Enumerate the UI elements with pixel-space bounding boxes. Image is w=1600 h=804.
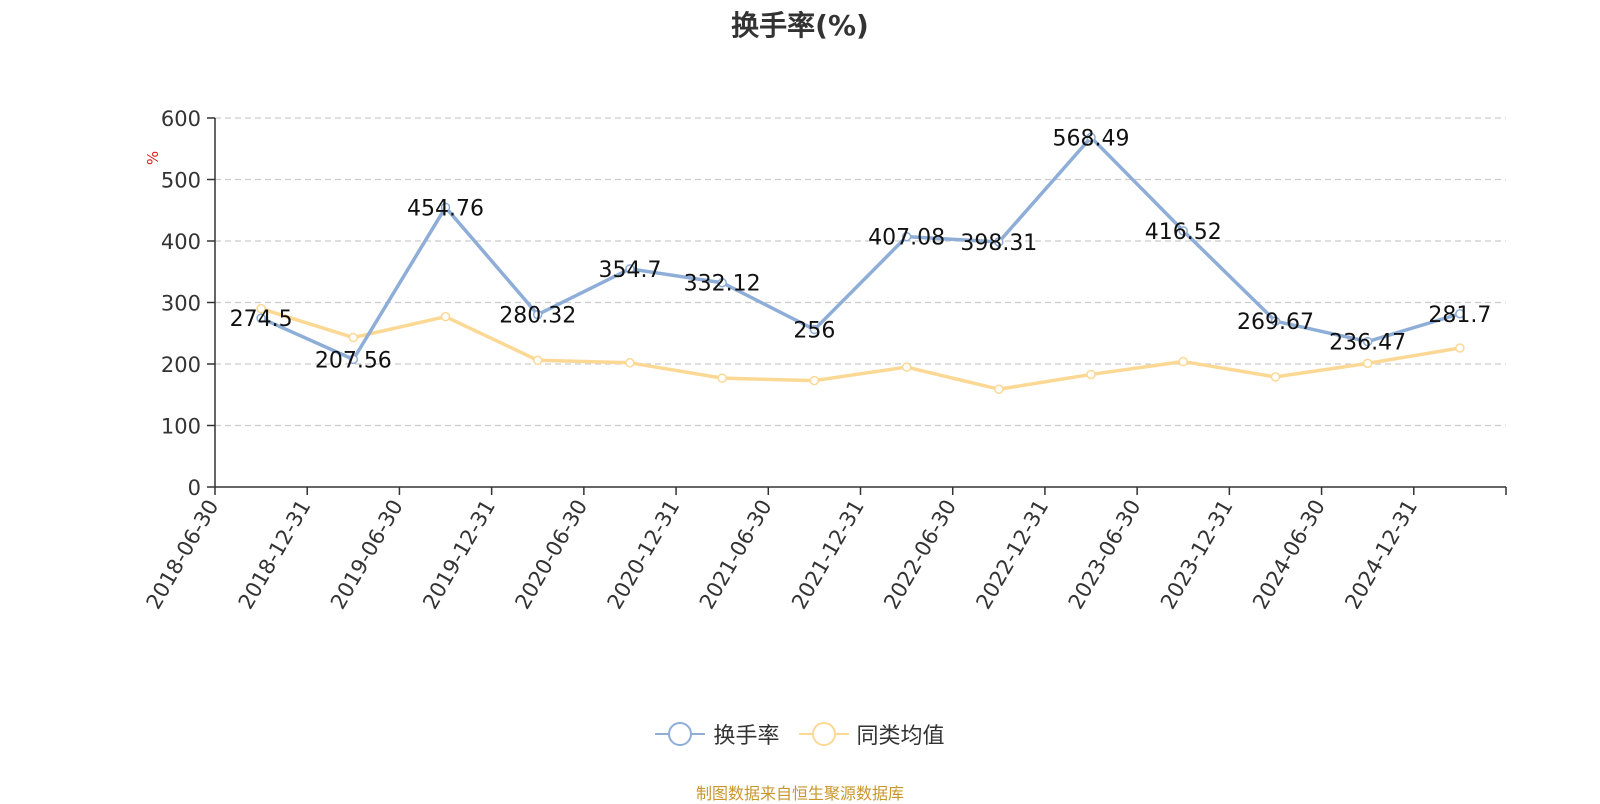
data-label: 274.5 <box>230 307 293 332</box>
data-point-peer-average <box>256 303 266 314</box>
data-label: 454.76 <box>407 196 484 221</box>
x-tick-label: 2024-06-30 <box>1248 496 1330 614</box>
data-point-turnover <box>1178 226 1188 236</box>
data-point-turnover <box>1455 309 1465 319</box>
data-source-note: 制图数据来自恒生聚源数据库 <box>695 784 904 803</box>
series-line-peer-average <box>260 306 1461 391</box>
data-point-peer-average <box>625 358 635 368</box>
data-label: 236.47 <box>1329 331 1406 356</box>
data-label: 269.67 <box>1237 310 1314 335</box>
x-tick-label: 2023-06-30 <box>1064 496 1146 614</box>
legend-label-peer-average: 同类均值 <box>856 724 945 749</box>
data-point-peer-average <box>994 384 1004 394</box>
x-tick-label: 2024-12-31 <box>1340 496 1422 614</box>
x-tick-label: 2021-12-31 <box>787 496 869 614</box>
x-tick-label: 2022-12-31 <box>971 496 1053 614</box>
data-point-peer-average <box>533 355 543 366</box>
data-point-turnover <box>901 231 912 242</box>
data-point-turnover <box>533 309 543 320</box>
grid-lines <box>215 117 1506 427</box>
data-label: 207.56 <box>315 348 392 373</box>
legend-item-peer-average[interactable]: 同类均值 <box>798 718 945 750</box>
x-tick-label: 2019-06-30 <box>326 496 408 614</box>
data-point-turnover <box>1086 132 1096 143</box>
data-point-peer-average <box>1178 356 1188 367</box>
y-tick-label: 0 <box>188 476 201 500</box>
series-lines <box>256 132 1465 394</box>
x-tick-label: 2019-12-31 <box>418 495 500 613</box>
data-label: 332.12 <box>684 272 761 297</box>
legend-marker-peer-average <box>798 721 849 747</box>
data-point-turnover <box>1362 336 1373 347</box>
data-point-peer-average <box>717 373 727 383</box>
data-point-peer-average <box>1270 372 1281 382</box>
legend-marker-turnover <box>655 721 706 747</box>
data-point-turnover <box>256 313 266 323</box>
y-axis-label: % <box>144 151 162 165</box>
data-point-peer-average <box>440 311 451 322</box>
data-label: 398.31 <box>960 231 1037 256</box>
data-point-turnover <box>440 202 451 213</box>
data-point-peer-average <box>1086 369 1096 380</box>
data-point-turnover <box>625 264 635 274</box>
data-label: 416.52 <box>1145 220 1222 245</box>
data-point-turnover <box>717 277 727 288</box>
chart-title: 换手率(%) <box>731 9 869 42</box>
y-tick-label: 300 <box>161 292 201 316</box>
data-point-peer-average <box>901 362 912 372</box>
x-tick-label: 2018-12-31 <box>234 496 316 614</box>
x-tick-label: 2022-06-30 <box>879 496 961 614</box>
x-tick-label: 2021-06-30 <box>695 496 777 614</box>
y-tick-label: 500 <box>161 169 201 193</box>
data-labels: 274.5 207.56 454.76 280.32 354.7 332.12 256 407… <box>230 126 1492 373</box>
data-point-peer-average <box>809 375 820 386</box>
data-point-turnover <box>994 237 1004 247</box>
data-label: 354.7 <box>598 258 661 283</box>
data-point-turnover <box>809 324 820 335</box>
data-label: 407.08 <box>868 226 945 251</box>
x-tick-label: 2018-06-30 <box>142 496 224 614</box>
series-line-turnover <box>260 135 1461 362</box>
data-label: 281.7 <box>1428 303 1491 328</box>
data-point-turnover <box>348 354 359 365</box>
data-label: 280.32 <box>499 304 576 329</box>
data-point-turnover <box>1270 316 1281 326</box>
x-tick-label: 2020-12-31 <box>603 496 685 614</box>
data-point-peer-average <box>1455 343 1465 353</box>
legend-label-turnover: 换手率 <box>713 724 780 749</box>
y-tick-label: 100 <box>161 415 201 439</box>
legend-item-turnover[interactable]: 换手率 <box>655 718 780 750</box>
x-tick-label: 2020-06-30 <box>510 496 592 614</box>
data-label: 256 <box>793 319 835 344</box>
y-tick-label: 200 <box>161 353 201 377</box>
y-tick-label: 600 <box>161 107 201 131</box>
data-point-peer-average <box>1362 358 1373 369</box>
data-label: 568.49 <box>1053 126 1130 151</box>
x-tick-label: 2023-12-31 <box>1156 496 1238 614</box>
y-tick-label: 400 <box>161 230 201 254</box>
legend: 换手率 同类均值 <box>0 718 1600 753</box>
data-point-peer-average <box>348 332 359 343</box>
